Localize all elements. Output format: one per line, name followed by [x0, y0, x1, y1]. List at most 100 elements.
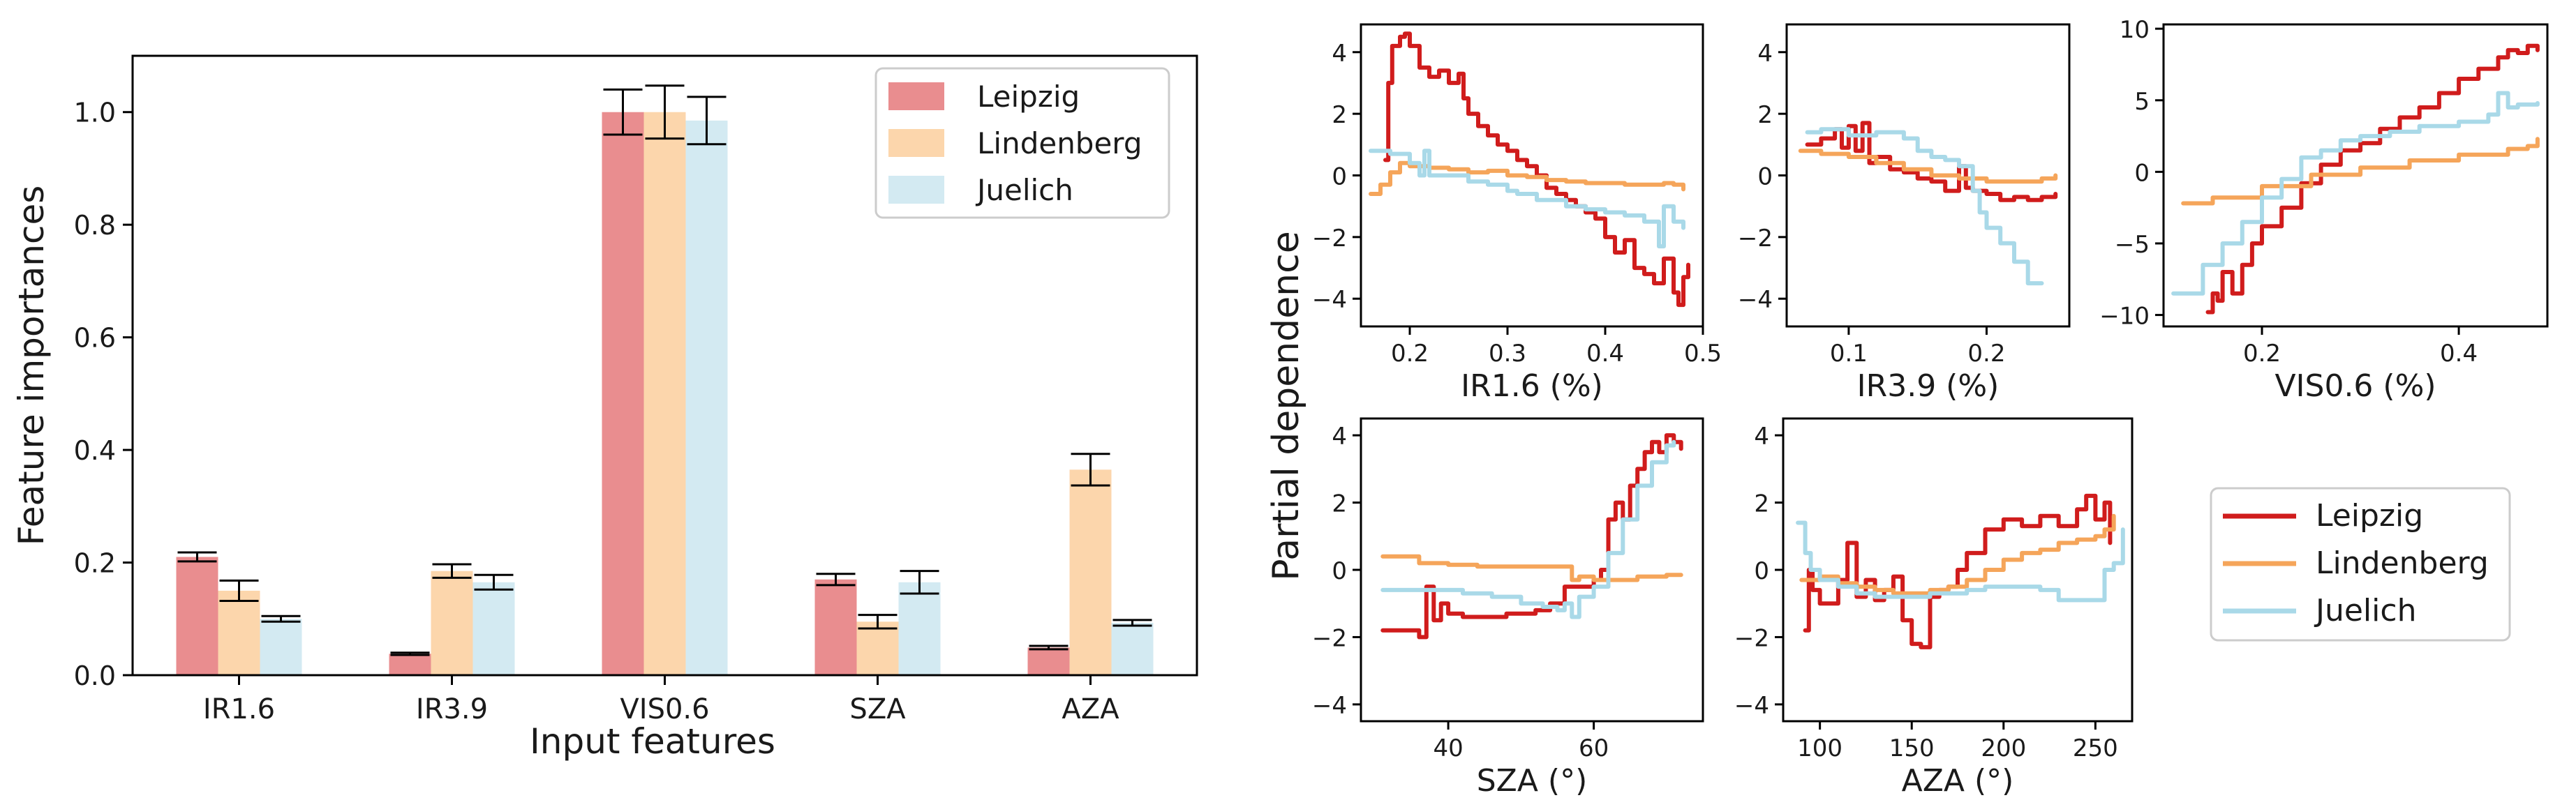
bar-y-tick-label: 1.0 [74, 98, 116, 128]
pd-aza-y-tick-label: 2 [1754, 490, 1769, 518]
pd-sza-y-tick-label: 4 [1332, 423, 1347, 451]
pd-ir16-x-tick-label: 0.3 [1489, 340, 1526, 368]
error-bar-juelich-aza [1112, 619, 1152, 627]
error-bar-leipzig-ir1-6 [177, 551, 217, 563]
pd-vis06-y-tick-label: 5 [2134, 88, 2150, 116]
pd-aza-y-tick-label: 0 [1754, 557, 1769, 585]
bar-lindenberg-ir3-9 [431, 571, 473, 675]
error-bar-leipzig-aza [1029, 644, 1069, 651]
pd-ir39-x-tick-label: 0.2 [1967, 340, 2005, 368]
pd-ir39-line-lindenberg [1798, 149, 2058, 184]
pd-ir39-y-tick-label: 2 [1757, 101, 1773, 129]
pd-vis06-frame [2162, 23, 2549, 328]
bar-x-axis-label: Input features [530, 721, 775, 762]
error-bar-juelich-vis0-6 [687, 96, 727, 146]
error-bar-lindenberg-ir3-9 [432, 563, 472, 579]
pd-vis06-y-tick-label: −5 [2115, 231, 2150, 259]
pd-ir39-x-axis-label: IR3.9 (%) [1857, 368, 2000, 404]
pd-ir16-y-tick-label: 2 [1332, 101, 1347, 129]
pd-vis06-x-axis-label: VIS0.6 (%) [2275, 368, 2436, 404]
pd-vis06-y-tick-label: 10 [2120, 16, 2150, 44]
pd-ir39-y-tick-label: −2 [1738, 225, 1773, 252]
pd-aza-y-tick-label: −2 [1734, 624, 1769, 652]
pd-sza-x-tick-label: 40 [1433, 734, 1463, 762]
pd-aza-x-tick-label: 150 [1889, 734, 1935, 762]
legend-label-lindenberg: Lindenberg [977, 126, 1142, 160]
bar-legend-frame [874, 67, 1170, 219]
bar-x-tick-label-sza: SZA [849, 693, 906, 725]
bar-y-tick-label: 0.6 [74, 323, 116, 354]
legend-swatch-juelich [888, 176, 944, 204]
error-bar-juelich-ir3-9 [474, 573, 514, 591]
pd-ir39-line-juelich [1805, 127, 2044, 286]
pd-legend-label-lindenberg: Lindenberg [2316, 545, 2489, 581]
bar-y-tick-label: 0.4 [74, 435, 116, 466]
pd-ir39-y-tick-label: −4 [1738, 286, 1773, 314]
bar-juelich-ir1-6 [260, 619, 302, 675]
pd-ir16-x-axis-label: IR1.6 (%) [1461, 368, 1603, 404]
pd-aza-panel: −4 −2 0 2 4 100 150 200 250 AZA (°) [1734, 417, 2134, 799]
pd-sza-x-tick-label: 60 [1579, 734, 1609, 762]
bar-lindenberg-vis0-6 [643, 112, 686, 675]
legend-label-juelich: Juelich [975, 173, 1073, 207]
feature-importance-chart: 0.0 0.2 0.4 0.6 0.8 1.0 IR1.6 IR3.9 VIS0.6 SZA AZA… [11, 54, 1198, 762]
pd-vis06-line-juelich [2171, 91, 2540, 296]
pd-sza-y-tick-label: 2 [1332, 490, 1347, 518]
bar-leipzig-ir1-6 [176, 557, 218, 675]
pd-sza-y-tick-label: −4 [1312, 692, 1347, 720]
error-bar-lindenberg-aza [1071, 453, 1110, 487]
pd-legend-label-juelich: Juelich [2314, 593, 2416, 628]
pd-ir16-y-tick-label: 0 [1332, 163, 1347, 191]
pd-vis06-line-leipzig [2205, 43, 2540, 315]
pd-ir16-y-tick-label: 4 [1332, 40, 1347, 68]
bar-x-tick-label-aza: AZA [1062, 693, 1119, 725]
bar-y-tick-label: 0.8 [74, 210, 116, 241]
bar-leipzig-vis0-6 [602, 112, 644, 675]
bar-lindenberg-aza [1069, 469, 1112, 675]
bar-x-tick-label-ir3-9: IR3.9 [416, 693, 488, 725]
pd-vis06-y-tick-label: −10 [2099, 303, 2150, 331]
bar-y-axis-label: Feature importances [11, 186, 52, 546]
error-bar-leipzig-vis0-6 [603, 88, 643, 136]
pd-sza-line-leipzig [1380, 433, 1683, 640]
pd-sza-y-tick-label: 0 [1332, 557, 1347, 585]
pd-ir16-y-tick-label: −2 [1312, 225, 1347, 252]
pd-ir39-x-tick-label: 0.1 [1830, 340, 1868, 368]
pd-ir16-y-tick-label: −4 [1312, 286, 1347, 314]
error-bar-lindenberg-vis0-6 [645, 84, 685, 140]
bar-leipzig-aza [1027, 647, 1070, 675]
bar-juelich-sza [898, 582, 941, 675]
error-bar-juelich-sza [900, 570, 939, 595]
pd-sza-x-axis-label: SZA (°) [1477, 763, 1588, 799]
bar-juelich-vis0-6 [685, 120, 728, 675]
pd-aza-line-juelich [1796, 520, 2125, 603]
pd-ir16-panel: −4 −2 0 2 4 0.2 0.3 0.4 0.5 IR1.6 (%) [1312, 23, 1722, 404]
bar-legend: Leipzig Lindenberg Juelich [874, 67, 1170, 219]
pd-legend-frame [2210, 487, 2511, 642]
error-bar-lindenberg-ir1-6 [219, 579, 259, 602]
bar-x-tick-label-ir1-6: IR1.6 [203, 693, 275, 725]
legend-swatch-leipzig [888, 82, 944, 110]
pd-ir16-x-tick-label: 0.2 [1391, 340, 1429, 368]
error-bar-lindenberg-sza [858, 614, 898, 630]
bar-y-tick-label: 0.2 [74, 548, 116, 579]
legend-swatch-lindenberg [888, 129, 944, 157]
bar-lindenberg-ir1-6 [218, 590, 260, 675]
pd-ir39-y-tick-label: 0 [1757, 163, 1773, 191]
pd-ir16-line-leipzig [1383, 31, 1690, 308]
pd-ir16-line-lindenberg [1369, 160, 1685, 196]
pd-vis06-x-tick-label: 0.4 [2440, 340, 2478, 368]
pd-sza-y-tick-label: −2 [1312, 624, 1347, 652]
bar-y-tick-label: 0.0 [74, 661, 116, 691]
pd-aza-y-tick-label: 4 [1754, 423, 1769, 451]
pd-ir16-line-juelich [1369, 149, 1685, 249]
pd-ir16-x-tick-label: 0.5 [1684, 340, 1722, 368]
pd-aza-x-tick-label: 250 [2073, 734, 2118, 762]
pd-aza-x-tick-label: 200 [1981, 734, 2026, 762]
pd-vis06-y-tick-label: 0 [2134, 159, 2150, 187]
partial-dependence-panels: −4 −2 0 2 4 0.2 0.3 0.4 0.5 IR1.6 (%) −4 −2 0 2 4 0.1 0.… [1312, 16, 2549, 799]
pd-sza-line-lindenberg [1380, 554, 1683, 582]
